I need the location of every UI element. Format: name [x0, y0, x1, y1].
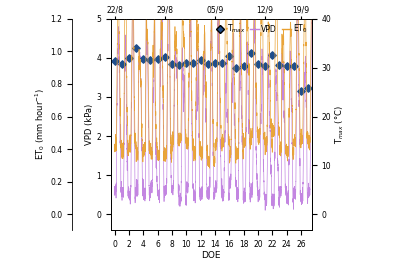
- Point: [162, 55, 168, 59]
- Y-axis label: VPD (kPa): VPD (kPa): [84, 104, 94, 145]
- Point: [248, 51, 254, 55]
- Point: [240, 64, 247, 69]
- Y-axis label: T$_{max}$ (°C): T$_{max}$ (°C): [334, 105, 346, 144]
- Point: [276, 63, 283, 67]
- Point: [133, 46, 139, 50]
- Point: [111, 59, 118, 63]
- Point: [212, 60, 218, 65]
- Point: [190, 60, 197, 65]
- Point: [140, 57, 146, 61]
- Point: [269, 53, 276, 57]
- Point: [126, 56, 132, 60]
- Point: [154, 56, 161, 61]
- Point: [219, 60, 225, 65]
- Point: [204, 61, 211, 66]
- Point: [305, 86, 311, 90]
- Point: [147, 58, 154, 62]
- Point: [183, 60, 190, 65]
- Point: [118, 61, 125, 66]
- Point: [290, 64, 297, 69]
- Point: [255, 61, 261, 66]
- Y-axis label: ET$_0$ (mm hour$^{-1}$): ET$_0$ (mm hour$^{-1}$): [34, 88, 48, 160]
- Point: [197, 58, 204, 62]
- X-axis label: DOE: DOE: [202, 251, 221, 260]
- Point: [284, 64, 290, 69]
- Legend: T$_{max}$, VPD, ET$_0$: T$_{max}$, VPD, ET$_0$: [216, 23, 308, 35]
- Point: [262, 64, 268, 68]
- Point: [176, 63, 182, 67]
- Point: [298, 89, 304, 93]
- Point: [226, 54, 232, 58]
- Point: [233, 65, 240, 70]
- Point: [169, 61, 175, 66]
